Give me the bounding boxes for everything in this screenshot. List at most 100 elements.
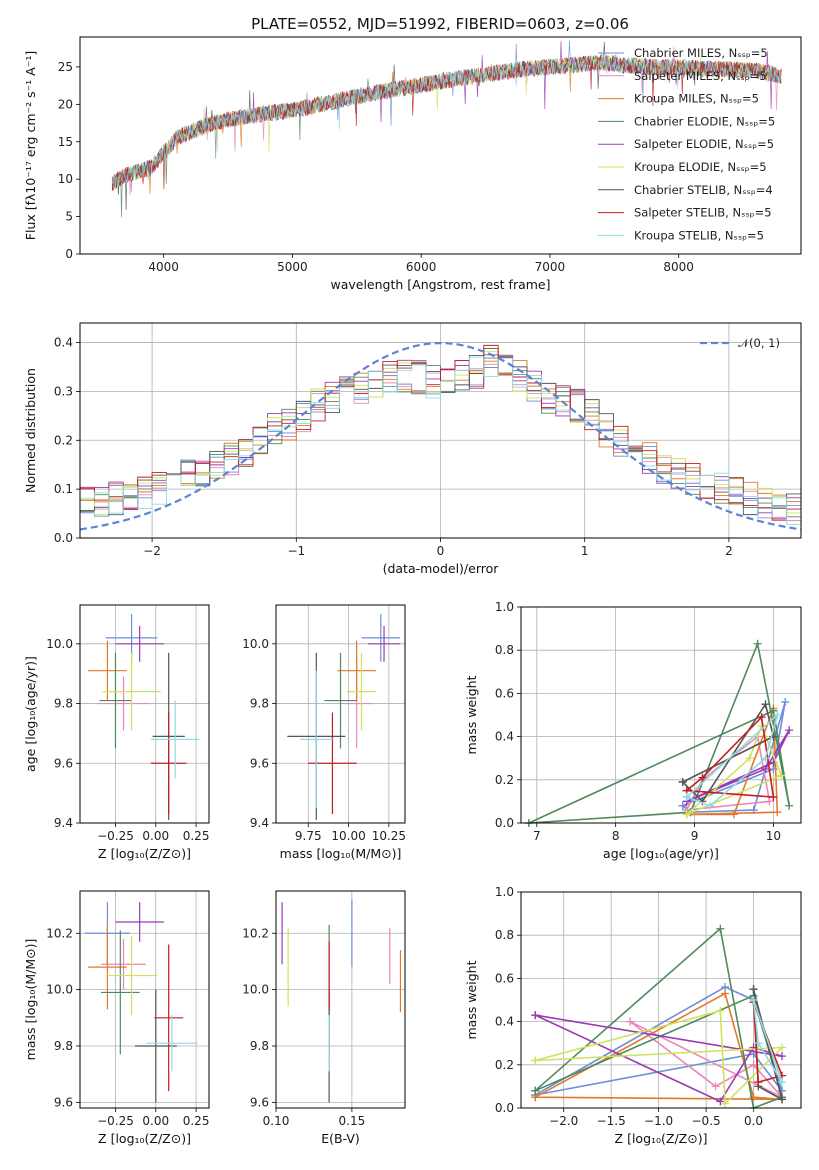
x-tick-label: 8000 <box>663 260 694 274</box>
y-tick-label: 1.0 <box>495 885 514 899</box>
y-tick-label: 0 <box>65 247 73 261</box>
y-tick-label: 0.6 <box>495 686 514 700</box>
legend-entry: Kroupa ELODIE, Nₛₛₚ=5 <box>634 160 767 174</box>
y-axis-label: mass weight <box>464 960 479 1039</box>
weight-marker <box>781 698 790 707</box>
y-tick-label: 10.0 <box>242 637 269 651</box>
y-tick-label: 9.6 <box>250 1095 269 1109</box>
x-tick-label: 10 <box>766 829 781 843</box>
legend-entry: Salpeter ELODIE, Nₛₛₚ=5 <box>634 137 774 151</box>
y-tick-label: 0.4 <box>54 336 73 350</box>
y-tick-label: 10.0 <box>46 983 73 997</box>
y-tick-label: 0.3 <box>54 384 73 398</box>
panel-weight_vs_Z: −2.0 −1.5 −1.0 −0.5 0.0 0.0 0.2 0.4 0.6 0.8 1.0 Z [… <box>464 885 802 1146</box>
y-tick-label: 0.0 <box>54 531 73 545</box>
x-axis-label: Z [log₁₀(Z/Z⊙)] <box>615 1131 708 1146</box>
x-tick-label: 0.25 <box>183 1114 210 1128</box>
weight-marker <box>754 1078 763 1087</box>
legend-entry: Kroupa STELIB, Nₛₛₚ=5 <box>634 228 764 242</box>
weight-marker <box>531 1056 540 1065</box>
x-axis-label: (data-model)/error <box>383 561 500 576</box>
x-tick-label: 0.00 <box>142 1114 169 1128</box>
chart-layer: 4000 5000 6000 7000 80000510152025wavelength… <box>23 36 802 1146</box>
weight-marker <box>753 639 762 648</box>
axes-frame <box>79 604 210 824</box>
normal-curve <box>79 341 802 531</box>
panel-age_vs_mass: 9.75 10.00 10.25 9.4 9.6 9.8 10.0 mass [log₁₀(M… <box>242 604 406 861</box>
axes-frame <box>520 891 802 1109</box>
x-tick-label: 8 <box>612 829 620 843</box>
y-axis-label: mass [log₁₀(M/M⊙)] <box>23 939 38 1061</box>
x-tick-label: 0 <box>437 544 445 558</box>
weight-marker <box>785 726 794 735</box>
y-tick-label: 10.2 <box>242 926 269 940</box>
weight-marker <box>749 1060 758 1069</box>
panel-spectrum: 4000 5000 6000 7000 8000 0 5 10 15 20 25 wavelength… <box>23 36 802 292</box>
x-tick-label: 0.10 <box>263 1114 290 1128</box>
weight-marker <box>749 985 758 994</box>
panel-age_vs_Z: −0.25 0.00 0.25 9.4 9.6 9.8 10.0 Z [log₁₀(Z/Z⊙)… <box>23 604 210 861</box>
weight-marker <box>765 797 774 806</box>
weight-marker <box>706 801 715 810</box>
weight-marker <box>778 1095 787 1104</box>
y-tick-label: 0.8 <box>495 928 514 942</box>
x-tick-label: −0.5 <box>692 1114 721 1128</box>
y-tick-label: 5 <box>65 210 73 224</box>
y-axis-label: Normed distribution <box>23 368 38 493</box>
legend-entry: Salpeter MILES, Nₛₛₚ=5 <box>634 69 767 83</box>
weight-marker <box>773 808 782 817</box>
x-tick-label: 4000 <box>148 260 179 274</box>
weight-marker <box>721 989 730 998</box>
y-tick-label: 10.0 <box>46 637 73 651</box>
x-tick-label: 2 <box>725 544 733 558</box>
axes-frame <box>79 890 210 1109</box>
y-tick-label: 0.8 <box>495 643 514 657</box>
x-axis-label: E(B-V) <box>321 1131 360 1146</box>
y-tick-label: 9.8 <box>250 1039 269 1053</box>
legend-entry: Chabrier ELODIE, Nₛₛₚ=5 <box>634 114 775 128</box>
y-tick-label: 9.8 <box>54 1039 73 1053</box>
x-tick-label: −0.25 <box>97 1114 134 1128</box>
y-tick-label: 9.4 <box>54 816 73 830</box>
y-axis-label: age [log₁₀(age/yr)] <box>23 656 38 772</box>
axes-frame <box>275 604 406 824</box>
weight-line-8 <box>752 999 783 1083</box>
weight-marker <box>754 1039 763 1048</box>
x-axis-label: Z [log₁₀(Z/Z⊙)] <box>98 846 191 861</box>
x-tick-label: 10.00 <box>331 829 365 843</box>
y-axis-label: Flux [fλ10⁻¹⁷ erg cm⁻² s⁻¹ A⁻¹] <box>23 51 38 240</box>
x-tick-label: −2.0 <box>549 1114 578 1128</box>
x-tick-label: 0.0 <box>744 1114 763 1128</box>
y-tick-label: 0.4 <box>495 1015 514 1029</box>
weight-line-3 <box>528 640 790 824</box>
x-tick-label: 5000 <box>277 260 308 274</box>
weight-marker <box>769 793 778 802</box>
x-tick-label: 1 <box>581 544 589 558</box>
weight-marker <box>716 1006 725 1015</box>
y-tick-label: 1.0 <box>495 600 514 614</box>
x-tick-label: 10.25 <box>372 829 406 843</box>
weight-marker <box>778 1052 787 1061</box>
weight-marker <box>761 700 770 709</box>
y-tick-label: 0.1 <box>54 482 73 496</box>
weight-marker <box>778 1078 787 1087</box>
x-tick-label: 0.25 <box>183 829 210 843</box>
x-tick-label: 7000 <box>535 260 566 274</box>
legend-entry: Chabrier MILES, Nₛₛₚ=5 <box>634 46 768 60</box>
weight-marker <box>716 1097 725 1106</box>
y-axis-label: mass weight <box>464 675 479 754</box>
x-axis-label: mass [log₁₀(M/M⊙)] <box>280 846 402 861</box>
y-tick-label: 9.6 <box>250 756 269 770</box>
y-tick-label: 10.0 <box>242 983 269 997</box>
y-tick-label: 25 <box>58 60 73 74</box>
axes-frame <box>79 36 802 255</box>
x-axis-label: Z [log₁₀(Z/Z⊙)] <box>98 1131 191 1146</box>
x-tick-label: −0.25 <box>97 829 134 843</box>
weight-marker <box>682 810 691 819</box>
legend-entry: Kroupa MILES, Nₛₛₚ=5 <box>634 92 759 106</box>
weight-marker <box>711 1082 720 1091</box>
weight-marker <box>698 773 707 782</box>
weight-marker <box>777 771 786 780</box>
y-tick-label: 0.2 <box>495 1058 514 1072</box>
